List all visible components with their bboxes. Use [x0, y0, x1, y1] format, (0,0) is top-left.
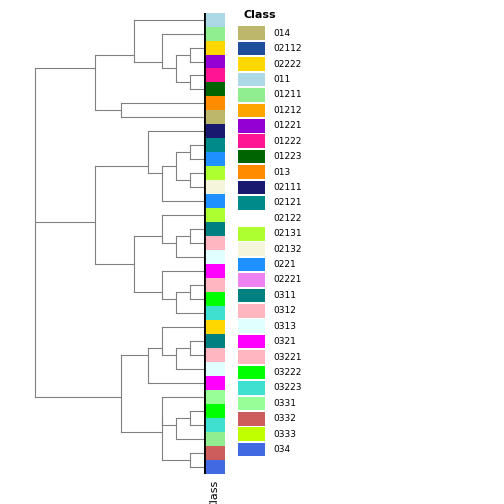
Bar: [204, 264, 225, 278]
Bar: [237, 320, 265, 333]
Bar: [237, 350, 265, 364]
Text: 013: 013: [273, 167, 290, 176]
Bar: [237, 304, 265, 318]
Text: 0321: 0321: [273, 337, 296, 346]
Bar: [237, 273, 265, 287]
Text: 0313: 0313: [273, 322, 296, 331]
Text: 01212: 01212: [273, 106, 302, 115]
Bar: [237, 242, 265, 256]
Bar: [237, 366, 265, 380]
Text: 02112: 02112: [273, 44, 302, 53]
Bar: [237, 26, 265, 40]
Bar: [204, 348, 225, 362]
Bar: [204, 292, 225, 306]
Bar: [204, 27, 225, 40]
Bar: [204, 194, 225, 208]
Bar: [204, 334, 225, 348]
Bar: [237, 289, 265, 302]
Text: 03222: 03222: [273, 368, 301, 377]
Bar: [204, 69, 225, 83]
Bar: [204, 306, 225, 320]
Bar: [237, 397, 265, 410]
Text: 02111: 02111: [273, 183, 302, 192]
Bar: [204, 362, 225, 376]
Bar: [204, 180, 225, 194]
Bar: [237, 57, 265, 71]
Bar: [204, 13, 225, 27]
Bar: [204, 418, 225, 432]
Bar: [204, 83, 225, 96]
Text: 02222: 02222: [273, 59, 301, 69]
Bar: [237, 119, 265, 133]
Bar: [237, 196, 265, 210]
Text: 01223: 01223: [273, 152, 302, 161]
Bar: [204, 320, 225, 334]
Bar: [204, 139, 225, 152]
Text: 02122: 02122: [273, 214, 301, 223]
Bar: [204, 110, 225, 124]
Bar: [204, 460, 225, 474]
Bar: [237, 180, 265, 194]
Bar: [204, 222, 225, 236]
Text: Class: Class: [243, 10, 276, 20]
Text: 0312: 0312: [273, 306, 296, 316]
Bar: [237, 427, 265, 441]
Text: 011: 011: [273, 75, 290, 84]
Text: 0311: 0311: [273, 291, 296, 300]
Bar: [237, 258, 265, 271]
Bar: [237, 335, 265, 348]
Bar: [204, 54, 225, 69]
Bar: [237, 42, 265, 55]
Text: 02131: 02131: [273, 229, 302, 238]
Text: 02221: 02221: [273, 276, 301, 284]
Text: 034: 034: [273, 445, 290, 454]
Bar: [237, 443, 265, 457]
Bar: [204, 250, 225, 264]
Text: 01222: 01222: [273, 137, 301, 146]
Text: 014: 014: [273, 29, 290, 38]
Bar: [204, 40, 225, 54]
Text: 0331: 0331: [273, 399, 296, 408]
Bar: [237, 381, 265, 395]
Text: 03221: 03221: [273, 353, 302, 361]
Bar: [237, 88, 265, 102]
Bar: [204, 96, 225, 110]
Bar: [237, 135, 265, 148]
Bar: [204, 432, 225, 446]
Bar: [204, 152, 225, 166]
Bar: [204, 124, 225, 139]
Bar: [237, 227, 265, 240]
Text: 0332: 0332: [273, 414, 296, 423]
Bar: [204, 166, 225, 180]
Bar: [204, 278, 225, 292]
Bar: [237, 103, 265, 117]
Text: 0333: 0333: [273, 430, 296, 438]
Bar: [237, 412, 265, 425]
Bar: [204, 446, 225, 460]
Text: 01221: 01221: [273, 121, 302, 130]
Text: 0221: 0221: [273, 260, 296, 269]
Bar: [204, 376, 225, 390]
Bar: [237, 212, 265, 225]
Text: 03223: 03223: [273, 384, 302, 393]
Bar: [204, 236, 225, 250]
Bar: [204, 208, 225, 222]
Bar: [237, 150, 265, 163]
Text: 02132: 02132: [273, 244, 302, 254]
Bar: [237, 165, 265, 179]
Text: 01211: 01211: [273, 90, 302, 99]
Text: 02121: 02121: [273, 199, 302, 207]
Bar: [237, 73, 265, 86]
Bar: [204, 390, 225, 404]
Bar: [204, 404, 225, 418]
